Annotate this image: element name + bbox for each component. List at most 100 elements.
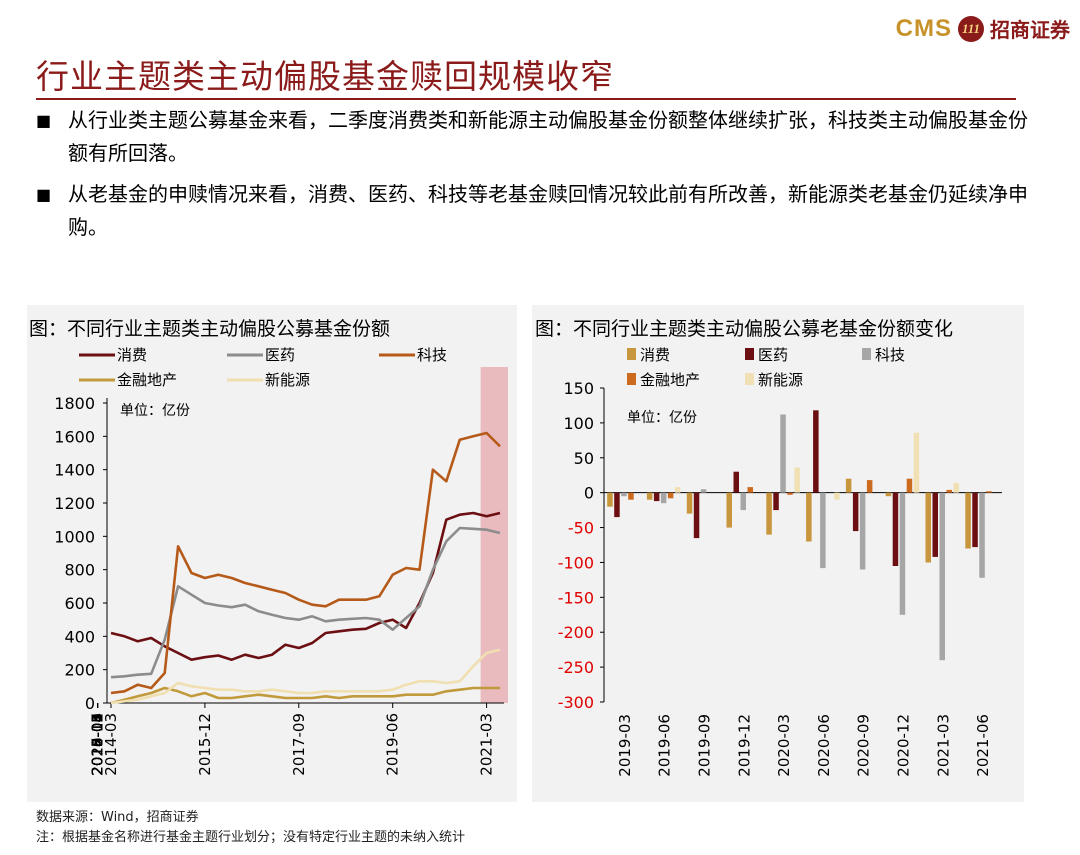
legend-swatch-新能源 [745, 373, 754, 385]
title-divider [36, 98, 1016, 100]
x-tick-label: 2014-10 [89, 713, 107, 776]
legend-swatch-金融地产 [627, 373, 636, 385]
series-line-医药 [110, 526, 501, 679]
bar-医药 [892, 492, 899, 566]
bullet-list: ■ 从行业类主题公募基金来看，二季度消费类和新能源主动偏股基金份额整体继续扩张，… [36, 104, 1036, 252]
bar-金融地产 [628, 492, 634, 500]
bar-医药 [653, 492, 660, 502]
brand-en: CMS [895, 14, 952, 42]
bar-新能源 [674, 487, 681, 493]
y-tick-label: 800 [64, 561, 95, 580]
bar-金融地产 [906, 478, 913, 493]
bar-消费 [965, 492, 971, 549]
bar-消费 [845, 478, 852, 493]
bullet-item: ■ 从老基金的申赎情况来看，消费、医药、科技等老基金赎回情况较此前有所改善，新能… [36, 178, 1036, 244]
bar-金融地产 [946, 489, 952, 493]
bar-科技 [820, 492, 826, 569]
y-tick-label: 1800 [54, 394, 95, 413]
bar-新能源 [834, 492, 840, 500]
y-tick-label: -200 [558, 623, 594, 642]
data-note: 注：根据基金名称进行基金主题行业划分；没有特定行业主题的未纳入统计 [36, 830, 466, 845]
bar-金融地产 [667, 492, 674, 499]
bar-医药 [852, 492, 859, 532]
x-tick-label: 2019-12 [735, 714, 753, 777]
bar-医药 [773, 492, 779, 511]
y-tick-label: 150 [563, 379, 594, 398]
y-tick-label: 600 [64, 594, 95, 613]
chart-title: 图：不同行业主题类主动偏股公募基金份额 [29, 318, 390, 340]
x-tick-label: 2017-09 [290, 713, 308, 776]
series-line-金融地产 [110, 686, 500, 705]
legend-label: 消费 [640, 346, 670, 364]
bar-消费 [766, 492, 772, 535]
y-tick-label: 0 [85, 694, 95, 713]
bullet-square-icon: ■ [36, 111, 52, 130]
legend-label: 医药 [758, 346, 788, 364]
data-source: 数据来源：Wind，招商证券 [36, 810, 199, 825]
x-tick-label: 2019-09 [696, 714, 714, 777]
x-tick-label: 2020-09 [855, 714, 873, 777]
bar-金融地产 [787, 492, 793, 495]
x-tick-label: 2019-03 [616, 714, 634, 777]
x-tick-label: 2021-06 [974, 714, 992, 777]
x-tick-label: 2019-06 [384, 713, 402, 776]
bar-消费 [726, 492, 732, 528]
bullet-square-icon-2: ■ [36, 185, 52, 204]
series-line-新能源 [110, 648, 501, 705]
x-tick-label: 2020-01 [89, 713, 107, 776]
x-tick-label: 2017-02 [89, 713, 107, 776]
x-tick-label: 2018-04 [89, 713, 107, 776]
brand-logo-icon: 111 [958, 15, 984, 42]
bar-科技 [979, 492, 985, 578]
x-tick-label: 2020-12 [895, 714, 913, 777]
y-tick-label: 1600 [54, 427, 95, 446]
bar-新能源 [953, 482, 959, 493]
bar-科技 [859, 492, 866, 570]
x-tick-label: 2015-05 [89, 713, 107, 776]
legend-swatch-医药 [745, 348, 754, 360]
y-tick-label: -150 [558, 588, 594, 607]
bar-chart-panel: 图：不同行业主题类主动偏股公募老基金份额变化 消费 医药 科技 金融地产 新能源 150 10… [532, 305, 1024, 802]
legend-label: 新能源 [758, 371, 803, 389]
legend-label: 金融地产 [117, 371, 177, 389]
highlight-band [480, 367, 508, 703]
bar-科技 [660, 492, 667, 504]
bar-新能源 [913, 432, 920, 493]
bar-科技 [700, 489, 707, 493]
y-tick-label: 1000 [54, 527, 95, 546]
bullet-item: ■ 从行业类主题公募基金来看，二季度消费类和新能源主动偏股基金份额整体继续扩张，… [36, 104, 1036, 170]
bar-科技 [621, 492, 627, 497]
legend-label: 金融地产 [640, 371, 700, 389]
brand-cn: 招商证券 [990, 18, 1070, 42]
bar-医药 [693, 492, 700, 539]
bar-消费 [686, 492, 693, 514]
bar-金融地产 [747, 487, 753, 493]
bar-医药 [972, 492, 978, 548]
bar-科技 [780, 414, 786, 493]
series-line-科技 [110, 431, 501, 695]
bar-科技 [740, 492, 746, 511]
bar-消费 [806, 492, 812, 542]
legend-label: 新能源 [265, 371, 310, 389]
y-tick-label: -100 [558, 553, 594, 572]
bar-医药 [614, 492, 620, 518]
legend-swatch-消费 [627, 348, 636, 360]
x-tick-label: 2020-08 [89, 713, 107, 776]
legend-label: 医药 [265, 346, 295, 364]
y-tick-label: -250 [558, 658, 594, 677]
y-tick-label: 100 [563, 414, 594, 433]
x-tick-label: 2014-03 [102, 713, 120, 776]
legend-swatch-科技 [862, 348, 871, 360]
line-chart-panel: 图：不同行业主题类主动偏股公募基金份额 消费 医药 科技 金融地产 新能源 0 200 400 6… [27, 305, 517, 802]
x-tick-label: 2021-03 [934, 714, 952, 777]
bar-消费 [885, 492, 892, 497]
legend-label: 消费 [117, 346, 147, 364]
x-tick-label: 2016-07 [89, 713, 107, 776]
bar-医药 [932, 492, 938, 557]
page-title: 行业主题类主动偏股基金赎回规模收窄 [36, 57, 614, 96]
bar-消费 [925, 492, 931, 563]
y-tick-label: 1400 [54, 461, 95, 480]
x-tick-label: 2018-11 [89, 713, 107, 776]
